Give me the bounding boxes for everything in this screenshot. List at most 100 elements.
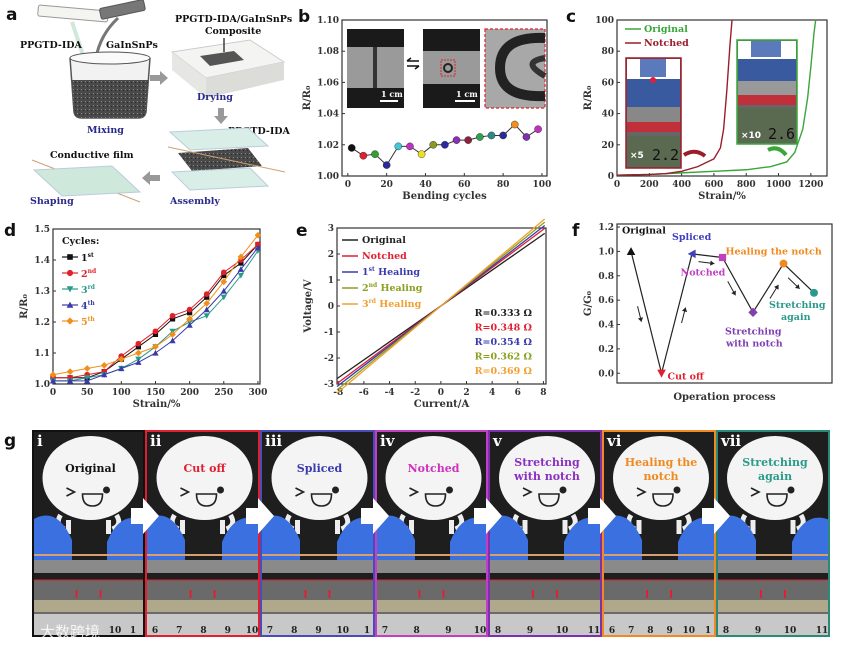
data-point <box>49 377 57 384</box>
ruler-number: 1 <box>705 626 711 636</box>
data-point <box>810 288 818 297</box>
chart-c: 0 200 400 600 800 1000 1200 0 20 40 60 80 100 Strain/… <box>583 16 828 202</box>
mascot-head <box>385 436 482 520</box>
step-arrow-icon <box>246 498 274 534</box>
label-ppgtd: PPGTD-IDA <box>20 40 83 51</box>
data-point <box>687 249 696 259</box>
data-point <box>499 131 507 140</box>
legend-superscript: th <box>88 316 96 323</box>
y-axis-title: Voltage/V <box>303 279 314 333</box>
curved-arrow-icon <box>767 146 788 157</box>
chart-e: -8 -6 -4 -2 0 2 4 6 8 -3 -2 -1 0 1 2 3 Current/A Voltage/… <box>303 218 547 410</box>
data-point <box>83 365 91 372</box>
mascot-face-icon <box>750 487 788 507</box>
data-point <box>452 136 461 144</box>
legend-marker <box>66 269 74 277</box>
plot-frame <box>52 228 261 385</box>
glove-right <box>222 517 260 565</box>
y-tick-label: 1.08 <box>317 47 339 57</box>
inset-multimeter-notched: ×5 2.2 <box>625 57 682 169</box>
mascot-face-icon <box>66 487 104 507</box>
resistance-label: R=0.369 Ω <box>475 366 533 377</box>
data-point <box>394 142 403 151</box>
data-point <box>169 331 176 338</box>
photo-frame-i: Original 10 1 i <box>32 430 145 637</box>
x-axis-title: Bending cycles <box>402 191 487 202</box>
data-point <box>779 259 788 268</box>
x-axis-title: Operation process <box>673 392 776 403</box>
ruler-number: 10 <box>336 626 349 636</box>
data-point <box>347 144 356 152</box>
watermark-text: 大数跨境 <box>40 623 100 641</box>
y-tick-label: 0 <box>608 172 614 182</box>
panel-label-a: a <box>6 5 17 25</box>
inset-photo-bent: 1 cm <box>423 29 480 108</box>
frame-border <box>145 430 260 637</box>
curved-arrow-icon <box>682 149 707 158</box>
legend-label: Original <box>362 235 406 246</box>
chart-b: 0 20 40 60 80 100 1.00 1.02 1.04 1.06 1.08 1.10 Bend… <box>302 16 551 202</box>
data-point <box>152 328 159 335</box>
scale-bar-label: 1 cm <box>381 89 403 99</box>
arrowhead-icon <box>681 307 688 313</box>
data-point <box>237 266 244 272</box>
y-axis-title: G/G₀ <box>583 290 594 316</box>
ruler-bottom <box>602 614 716 637</box>
label-composite-2: Composite <box>205 26 261 37</box>
legend-text: 1 <box>362 267 369 278</box>
data-point <box>186 321 193 328</box>
x-axis-title: Strain/% <box>698 191 746 202</box>
notch-marker-icon <box>532 590 558 598</box>
panel-label-f: f <box>572 221 580 241</box>
ruler-bottom <box>32 614 145 637</box>
y-tick-label: 1.0 <box>34 380 50 390</box>
frame-number: vi <box>606 432 622 450</box>
resistance-label: R=0.354 Ω <box>475 337 533 348</box>
legend-label: 2nd <box>81 268 97 280</box>
panel-label-b: b <box>298 7 310 27</box>
mascot-face-icon <box>409 487 447 507</box>
frame-border <box>260 430 375 637</box>
legend-marker <box>66 286 74 293</box>
x-tick-label: 60 <box>458 180 471 190</box>
x-tick-label: 1200 <box>798 180 823 190</box>
x-tick-label: 8 <box>540 388 546 398</box>
frame-number: vii <box>720 432 741 450</box>
mascot-head <box>499 436 595 520</box>
frame-number: iv <box>380 432 396 450</box>
arrowhead-icon <box>774 284 779 290</box>
closeup-film <box>716 600 830 612</box>
ruler-number: 9 <box>225 626 231 636</box>
data-point <box>169 312 176 319</box>
mascot-face-icon <box>522 487 560 507</box>
watermark: 大数跨境 <box>9 621 100 641</box>
legend-superscript: nd <box>88 268 97 275</box>
legend-superscript: rd <box>88 284 96 291</box>
data-point <box>135 344 141 350</box>
x-tick-label: 40 <box>419 180 432 190</box>
legend-text: 3 <box>362 299 369 310</box>
data-point <box>487 131 496 140</box>
chart-d: 0 50 100 150 200 250 300 1.0 1.1 1.2 1.3 1.4 1.5 Stra… <box>19 225 267 410</box>
ruler-number: 10 <box>784 626 797 636</box>
x-tick-label: 800 <box>737 180 756 190</box>
data-point <box>406 142 414 151</box>
legend-number: 1 <box>81 253 88 264</box>
ruler-number: 6 <box>609 626 615 636</box>
x-tick-label: 400 <box>672 180 691 190</box>
point-label: with notch <box>725 338 783 349</box>
y-tick-label: 1.5 <box>34 225 50 235</box>
frame-caption: again <box>758 470 792 483</box>
inset-photo-zoom <box>484 28 547 109</box>
ruler-number: 9 <box>527 626 533 636</box>
data-point <box>371 150 379 158</box>
x-tick-label: -8 <box>333 388 343 398</box>
arrowhead-icon <box>794 284 800 289</box>
connector-line <box>691 253 723 259</box>
data-point <box>429 140 438 149</box>
assembly-layers-icon <box>167 127 286 191</box>
arrowhead-icon <box>637 317 644 322</box>
x-tick-label: 600 <box>705 180 724 190</box>
x-tick-label: 1000 <box>766 180 791 190</box>
frame-caption: Notched <box>408 462 460 475</box>
